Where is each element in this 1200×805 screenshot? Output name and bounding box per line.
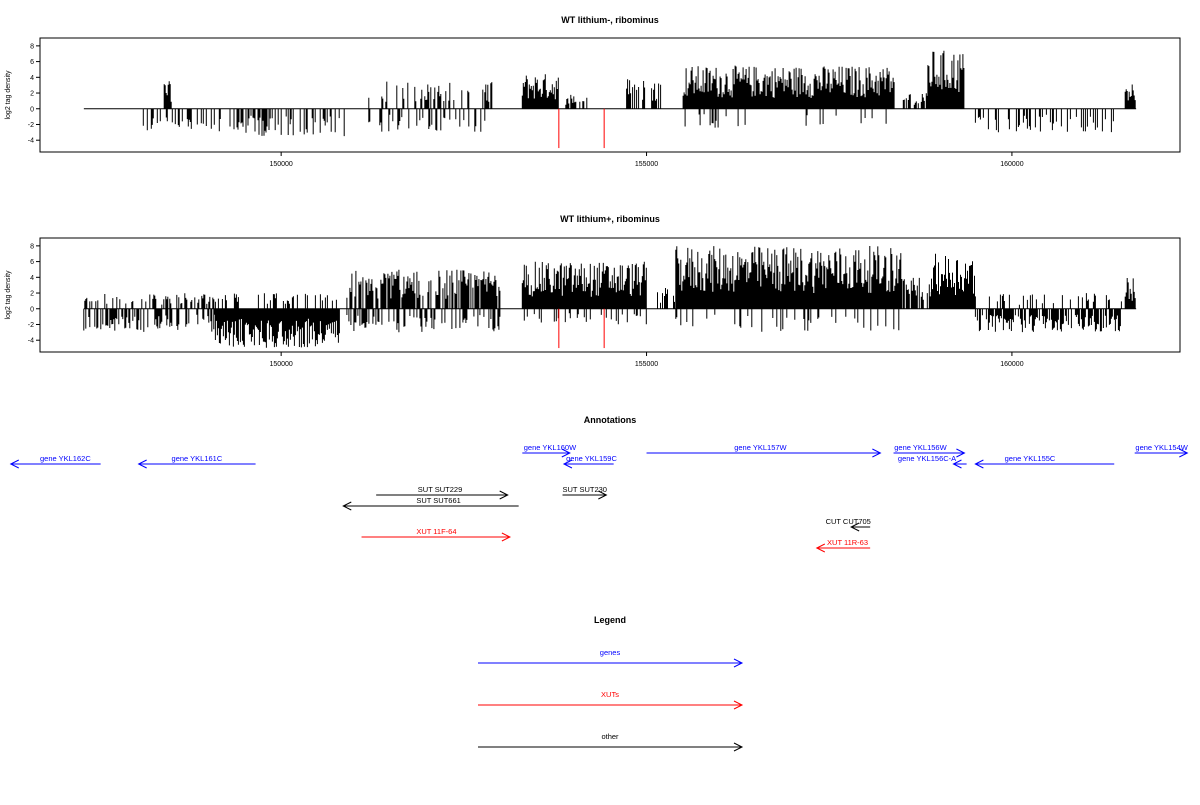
y-tick-label: 4 [30, 75, 34, 82]
y-axis-label: log2 tag density [5, 270, 12, 320]
annotation-feature: gene YKL154W [1134, 443, 1189, 458]
y-tick-label: 0 [30, 306, 34, 313]
annotation-feature: gene YKL159C [562, 454, 617, 469]
feature-label: gene YKL156C-A [898, 454, 956, 463]
density-bar-set [142, 50, 1136, 137]
legend-label: XUTs [601, 690, 619, 699]
arrow-head [342, 501, 352, 511]
annotation-feature: XUT 11R-63 [815, 538, 871, 553]
arrow-head [9, 459, 19, 469]
plot-frame [39, 237, 1181, 353]
annotation-feature: gene YKL156C-A [898, 454, 967, 469]
annotations-title: Annotations [584, 415, 637, 425]
marker-lines [558, 308, 605, 349]
arrow-head [561, 448, 571, 458]
x-tick-label: 155000 [635, 361, 658, 368]
feature-label: XUT 11F-64 [416, 527, 456, 536]
density-bar-set [83, 246, 1136, 348]
feature-label: gene YKL156W [894, 443, 947, 452]
annotation-feature: gene YKL155C [974, 454, 1115, 469]
track-title: WT lithium-, ribominus [561, 15, 659, 25]
track-lithium-plus: WT lithium+, ribominus log2 tag density … [5, 214, 1181, 368]
axes: 8 6 4 2 0 -2 -4 150000 155000 160000 [28, 43, 1024, 168]
y-tick-label: 2 [30, 291, 34, 298]
arrow-head [137, 459, 147, 469]
y-tick-label: 4 [30, 275, 34, 282]
arrow-head [733, 658, 744, 668]
arrow-head [1179, 448, 1189, 458]
legend-label: genes [600, 648, 621, 657]
tag-density-bars [83, 50, 1137, 137]
annotation-feature: gene YKL157W [646, 443, 882, 458]
feature-label: CUT CUT705 [826, 517, 871, 526]
arrow-head [815, 543, 826, 553]
y-tick-label: 6 [30, 259, 34, 266]
feature-label: gene YKL155C [1005, 454, 1056, 463]
marker-lines [558, 108, 605, 149]
y-tick-label: -2 [28, 122, 34, 129]
annotation-feature: XUT 11F-64 [361, 527, 512, 542]
feature-label: XUT 11R-63 [827, 538, 868, 547]
feature-label: gene YKL154W [1135, 443, 1188, 452]
feature-label: gene YKL162C [40, 454, 91, 463]
track-lithium-minus: WT lithium-, ribominus log2 tag density … [5, 15, 1181, 168]
legend-item: XUTs [478, 690, 744, 710]
annotation-feature: gene YKL156W [893, 443, 966, 458]
legend-items: genes XUTs other [478, 648, 744, 752]
y-tick-label: 2 [30, 91, 34, 98]
arrow-head [733, 700, 744, 710]
y-tick-label: 6 [30, 59, 34, 66]
x-tick-label: 150000 [269, 161, 292, 168]
y-tick-label: 8 [30, 43, 34, 50]
y-axis-label: log2 tag density [5, 70, 12, 120]
feature-label: SUT SUT661 [416, 496, 460, 505]
y-tick-label: -4 [28, 138, 34, 145]
plot-frame [39, 37, 1181, 153]
feature-label: gene YKL160W [524, 443, 577, 452]
feature-label: gene YKL159C [566, 454, 617, 463]
feature-label: gene YKL157W [734, 443, 787, 452]
x-tick-label: 160000 [1000, 161, 1023, 168]
annotation-feature: SUT SUT661 [342, 496, 519, 511]
arrow-head [956, 448, 966, 458]
track-title: WT lithium+, ribominus [560, 214, 660, 224]
feature-label: SUT SUT230 [563, 485, 607, 494]
tag-density-bars [83, 246, 1137, 348]
x-tick-label: 160000 [1000, 361, 1023, 368]
y-tick-label: 8 [30, 243, 34, 250]
legend-label: other [601, 732, 619, 741]
y-tick-label: -4 [28, 338, 34, 345]
annotation-feature: gene YKL162C [9, 454, 101, 469]
y-tick-label: 0 [30, 106, 34, 113]
annotation-feature: SUT SUT230 [562, 485, 608, 500]
y-tick-label: -2 [28, 322, 34, 329]
arrow-head [562, 459, 573, 469]
x-tick-label: 150000 [269, 361, 292, 368]
arrow-head [499, 490, 509, 500]
arrow-head [598, 490, 608, 500]
annotations-panel: Annotations gene YKL162C gene YKL161Cgene… [9, 415, 1189, 553]
annotation-feature: SUT SUT229 [376, 485, 509, 500]
arrow-head [872, 448, 882, 458]
legend-title: Legend [594, 615, 626, 625]
arrow-head [733, 742, 744, 752]
arrow-head [850, 522, 860, 532]
legend-item: genes [478, 648, 744, 668]
annotation-feature: gene YKL160W [522, 443, 577, 458]
legend-panel: Legend genes XUTs other [478, 615, 744, 752]
x-tick-label: 155000 [635, 161, 658, 168]
annotation-feature: gene YKL161C [137, 454, 256, 469]
feature-label: gene YKL161C [172, 454, 223, 463]
axes: 8 6 4 2 0 -2 -4 150000 155000 160000 [28, 243, 1024, 368]
annotation-feature: CUT CUT705 [826, 517, 871, 532]
arrow-head [501, 532, 512, 542]
legend-item: other [478, 732, 744, 752]
annotation-features: gene YKL162C gene YKL161C gene YKL160W gene… [9, 443, 1189, 553]
feature-label: SUT SUT229 [418, 485, 462, 494]
arrow-head [952, 459, 962, 469]
arrow-head [974, 459, 984, 469]
